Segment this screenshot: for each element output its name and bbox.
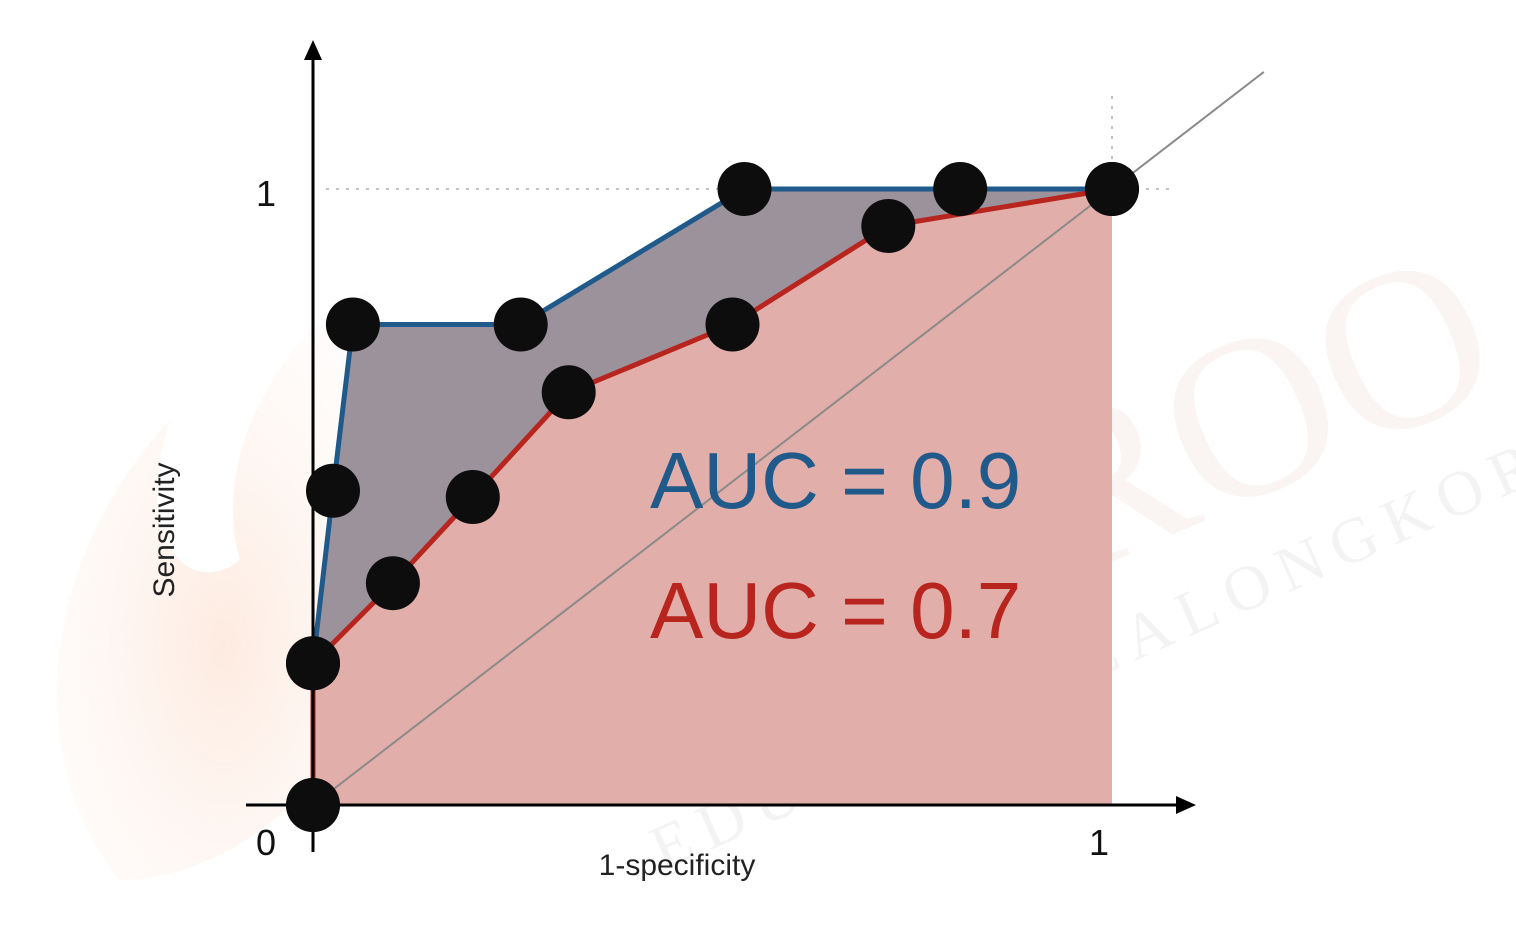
auc-label-blue: AUC = 0.9 [650,436,1021,525]
x-axis-arrow-icon [1176,796,1196,814]
roc-curve-blue [310,186,1112,805]
red-curve-point-1 [286,636,340,691]
y-axis-arrow-icon [304,40,322,60]
red-curve-point-0 [286,778,340,832]
blue-curve-point-3 [325,297,380,352]
x-tick-label-1: 1 [1089,822,1109,863]
x-axis-title: 1-specificity [599,849,756,882]
red-curve-point-5 [705,297,760,352]
red-curve-point-3 [445,470,500,524]
red-curve-point-7 [1085,162,1139,216]
y-axis-title: Sensitivity [148,462,181,597]
red-curve-point-2 [365,556,420,611]
y-tick-label-1: 1 [256,173,276,214]
auc-label-red: AUC = 0.7 [650,566,1021,655]
blue-curve-point-4 [493,297,548,352]
blue-curve-point-6 [933,162,988,216]
red-curve-point-4 [541,365,596,420]
blue-curve-point-2 [306,463,360,518]
roc-points [286,162,1139,832]
blue-curve-point-5 [717,162,772,216]
watermark-flame-icon [56,290,390,880]
red-curve-point-6 [861,199,916,253]
x-tick-label-0: 0 [256,822,276,863]
